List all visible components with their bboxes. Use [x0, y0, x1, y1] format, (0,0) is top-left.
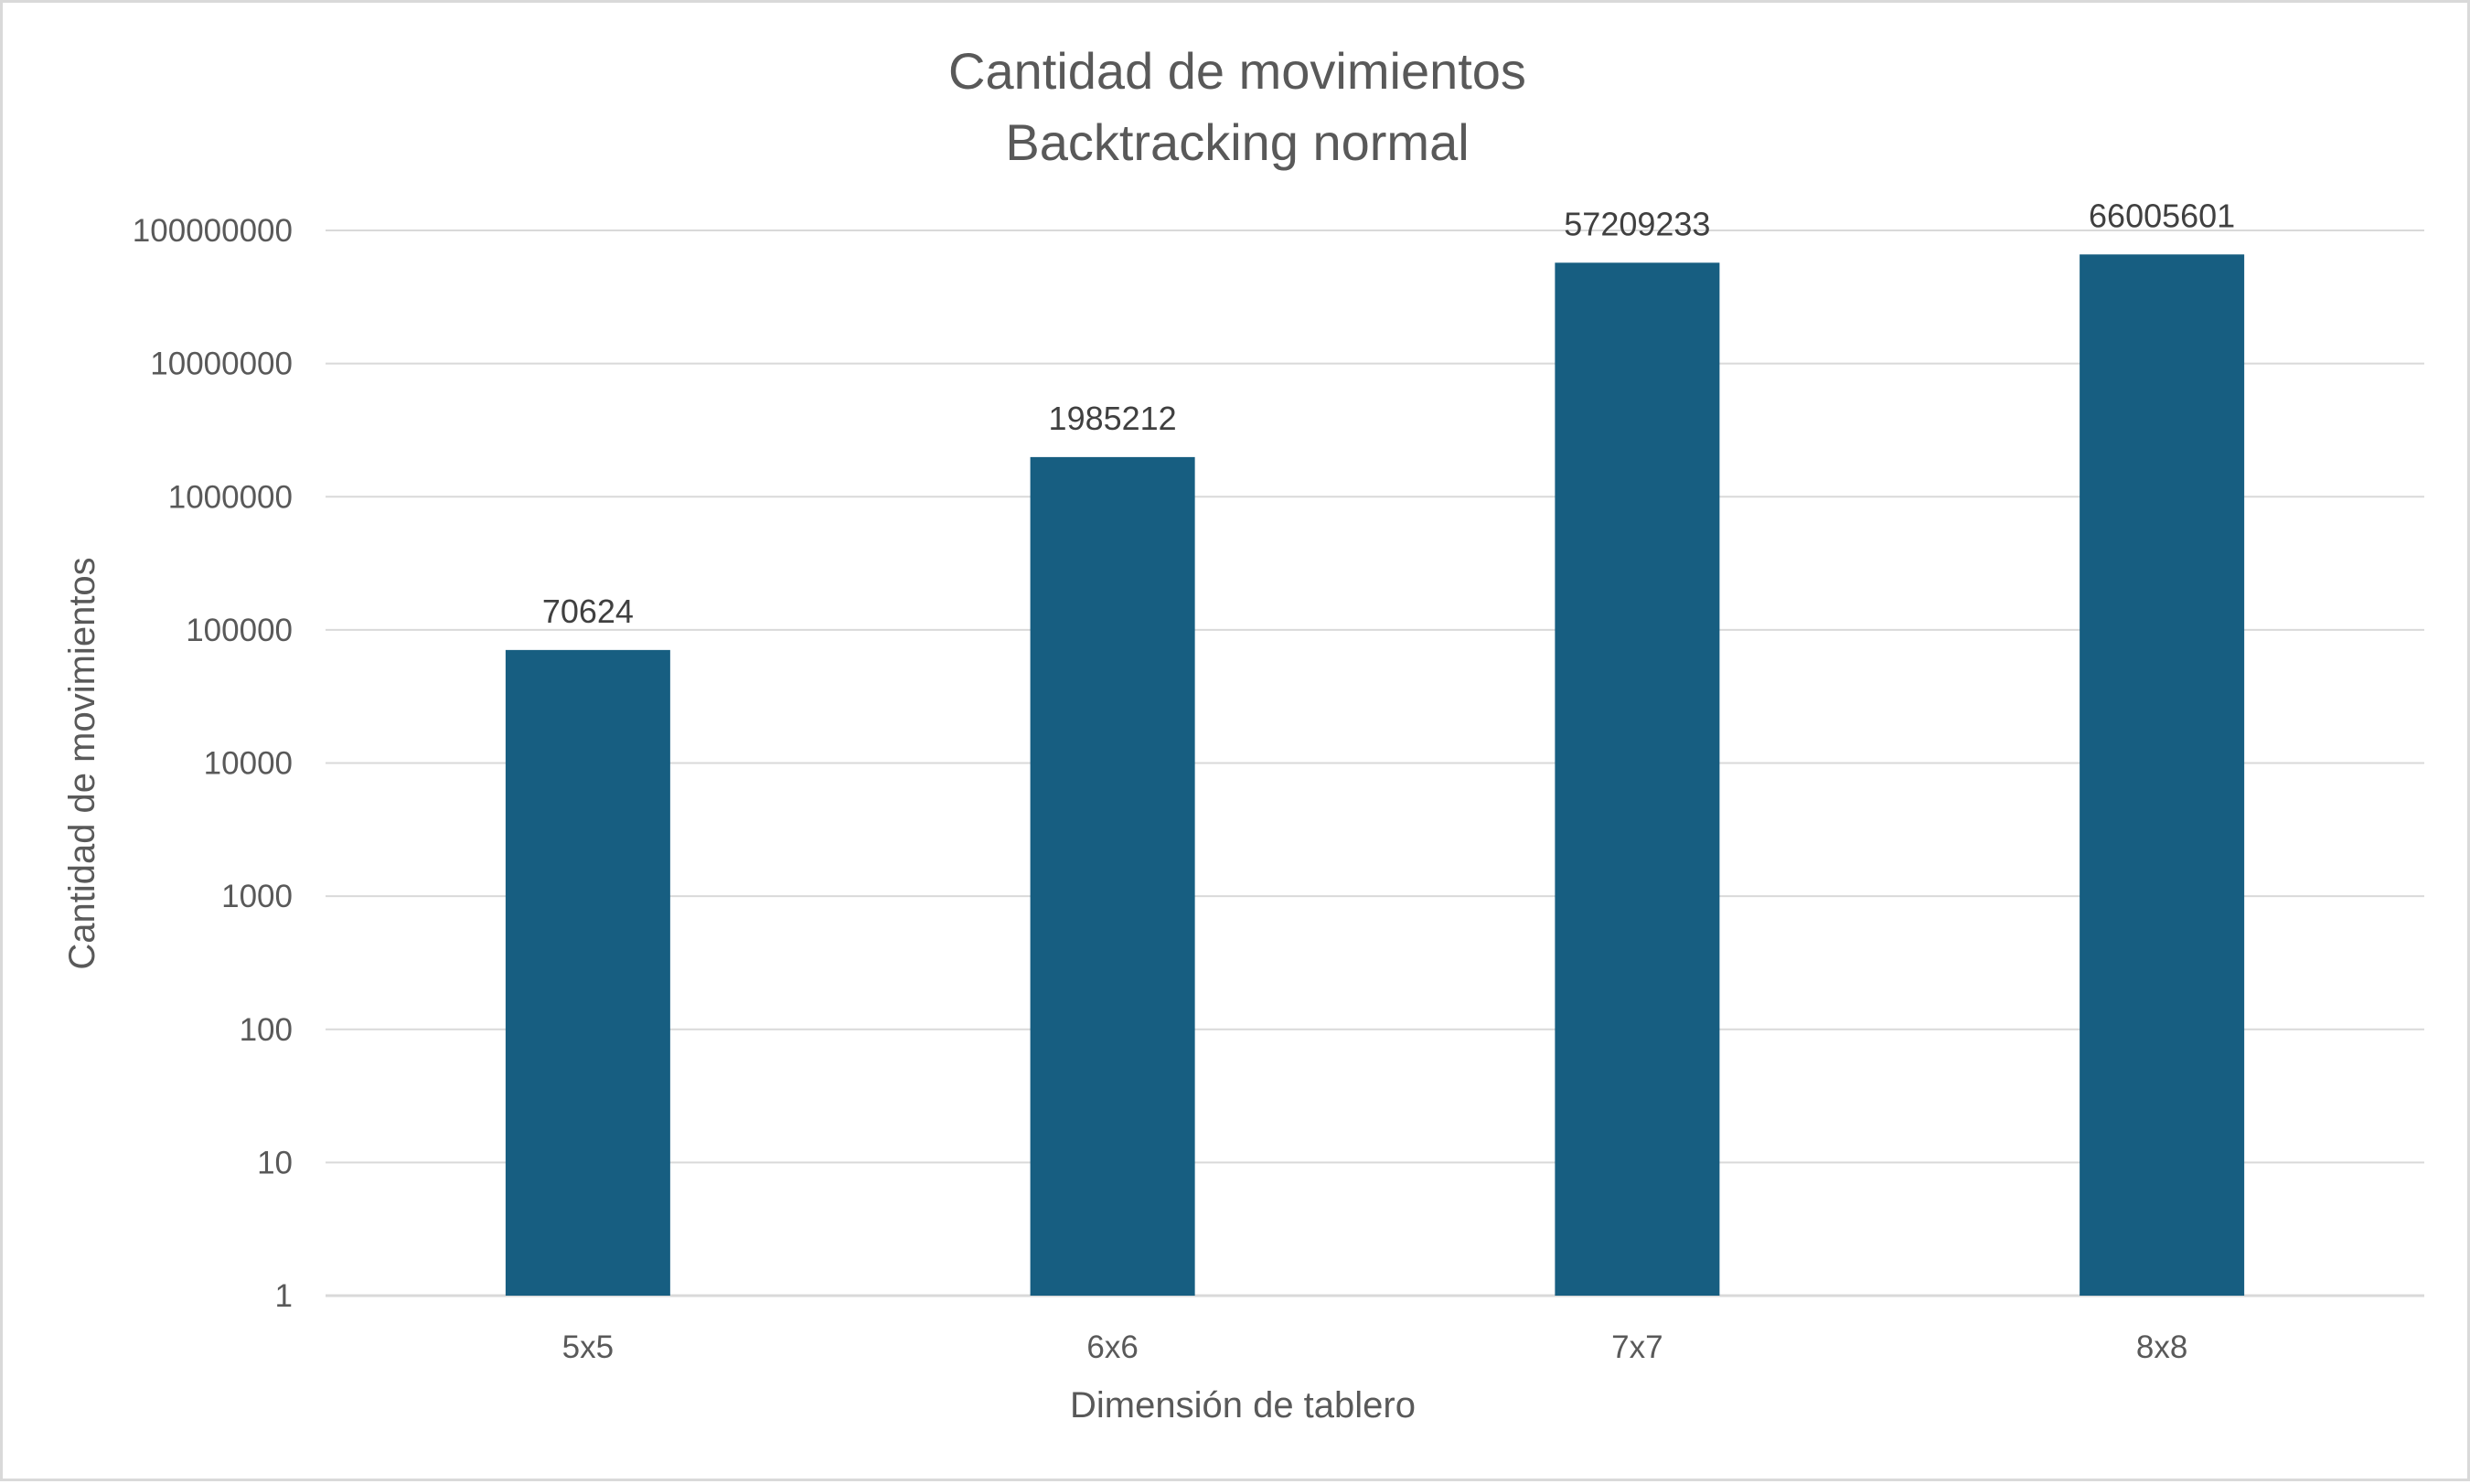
bar-5x5 [505, 649, 670, 1296]
y-tick-label: 10000 [204, 746, 293, 782]
x-tick-label: 8x8 [2136, 1329, 2187, 1365]
y-tick-label: 100000 [186, 613, 293, 648]
bar-7x7 [1555, 262, 1720, 1297]
y-tick-label: 100000000 [133, 213, 293, 249]
bar-6x6 [1030, 456, 1195, 1297]
gridlines [326, 230, 2424, 1297]
data-label-8x8: 66005601 [2089, 197, 2235, 234]
y-axis-title: Cantidad de movimientos [62, 557, 102, 969]
x-tick-label: 6x6 [1086, 1329, 1138, 1365]
y-axis-ticks: 1 10 100 1000 10000 100000 1000000 10000000 1000… [133, 213, 293, 1314]
y-tick-label: 10000000 [150, 347, 293, 382]
x-axis-ticks: 5x5 6x6 7x7 8x8 [562, 1329, 2188, 1365]
chart-title: Cantidad de movimientos [948, 42, 1526, 100]
y-tick-label: 1 [275, 1278, 293, 1314]
y-tick-label: 10 [257, 1145, 293, 1180]
bars [505, 254, 2245, 1297]
x-axis-title: Dimensión de tablero [1070, 1385, 1416, 1425]
data-label-7x7: 57209233 [1564, 205, 1710, 242]
bar-8x8 [2080, 254, 2245, 1296]
y-tick-label: 100 [240, 1012, 293, 1048]
data-labels: 70624 1985212 57209233 66005601 [542, 197, 2235, 630]
x-tick-label: 7x7 [1611, 1329, 1663, 1365]
data-label-6x6: 1985212 [1049, 400, 1177, 437]
y-tick-label: 1000 [221, 879, 293, 914]
y-tick-label: 1000000 [168, 479, 293, 515]
x-tick-label: 5x5 [562, 1329, 614, 1365]
chart-subtitle: Backtracking normal [1005, 113, 1469, 171]
data-label-5x5: 70624 [542, 593, 634, 630]
